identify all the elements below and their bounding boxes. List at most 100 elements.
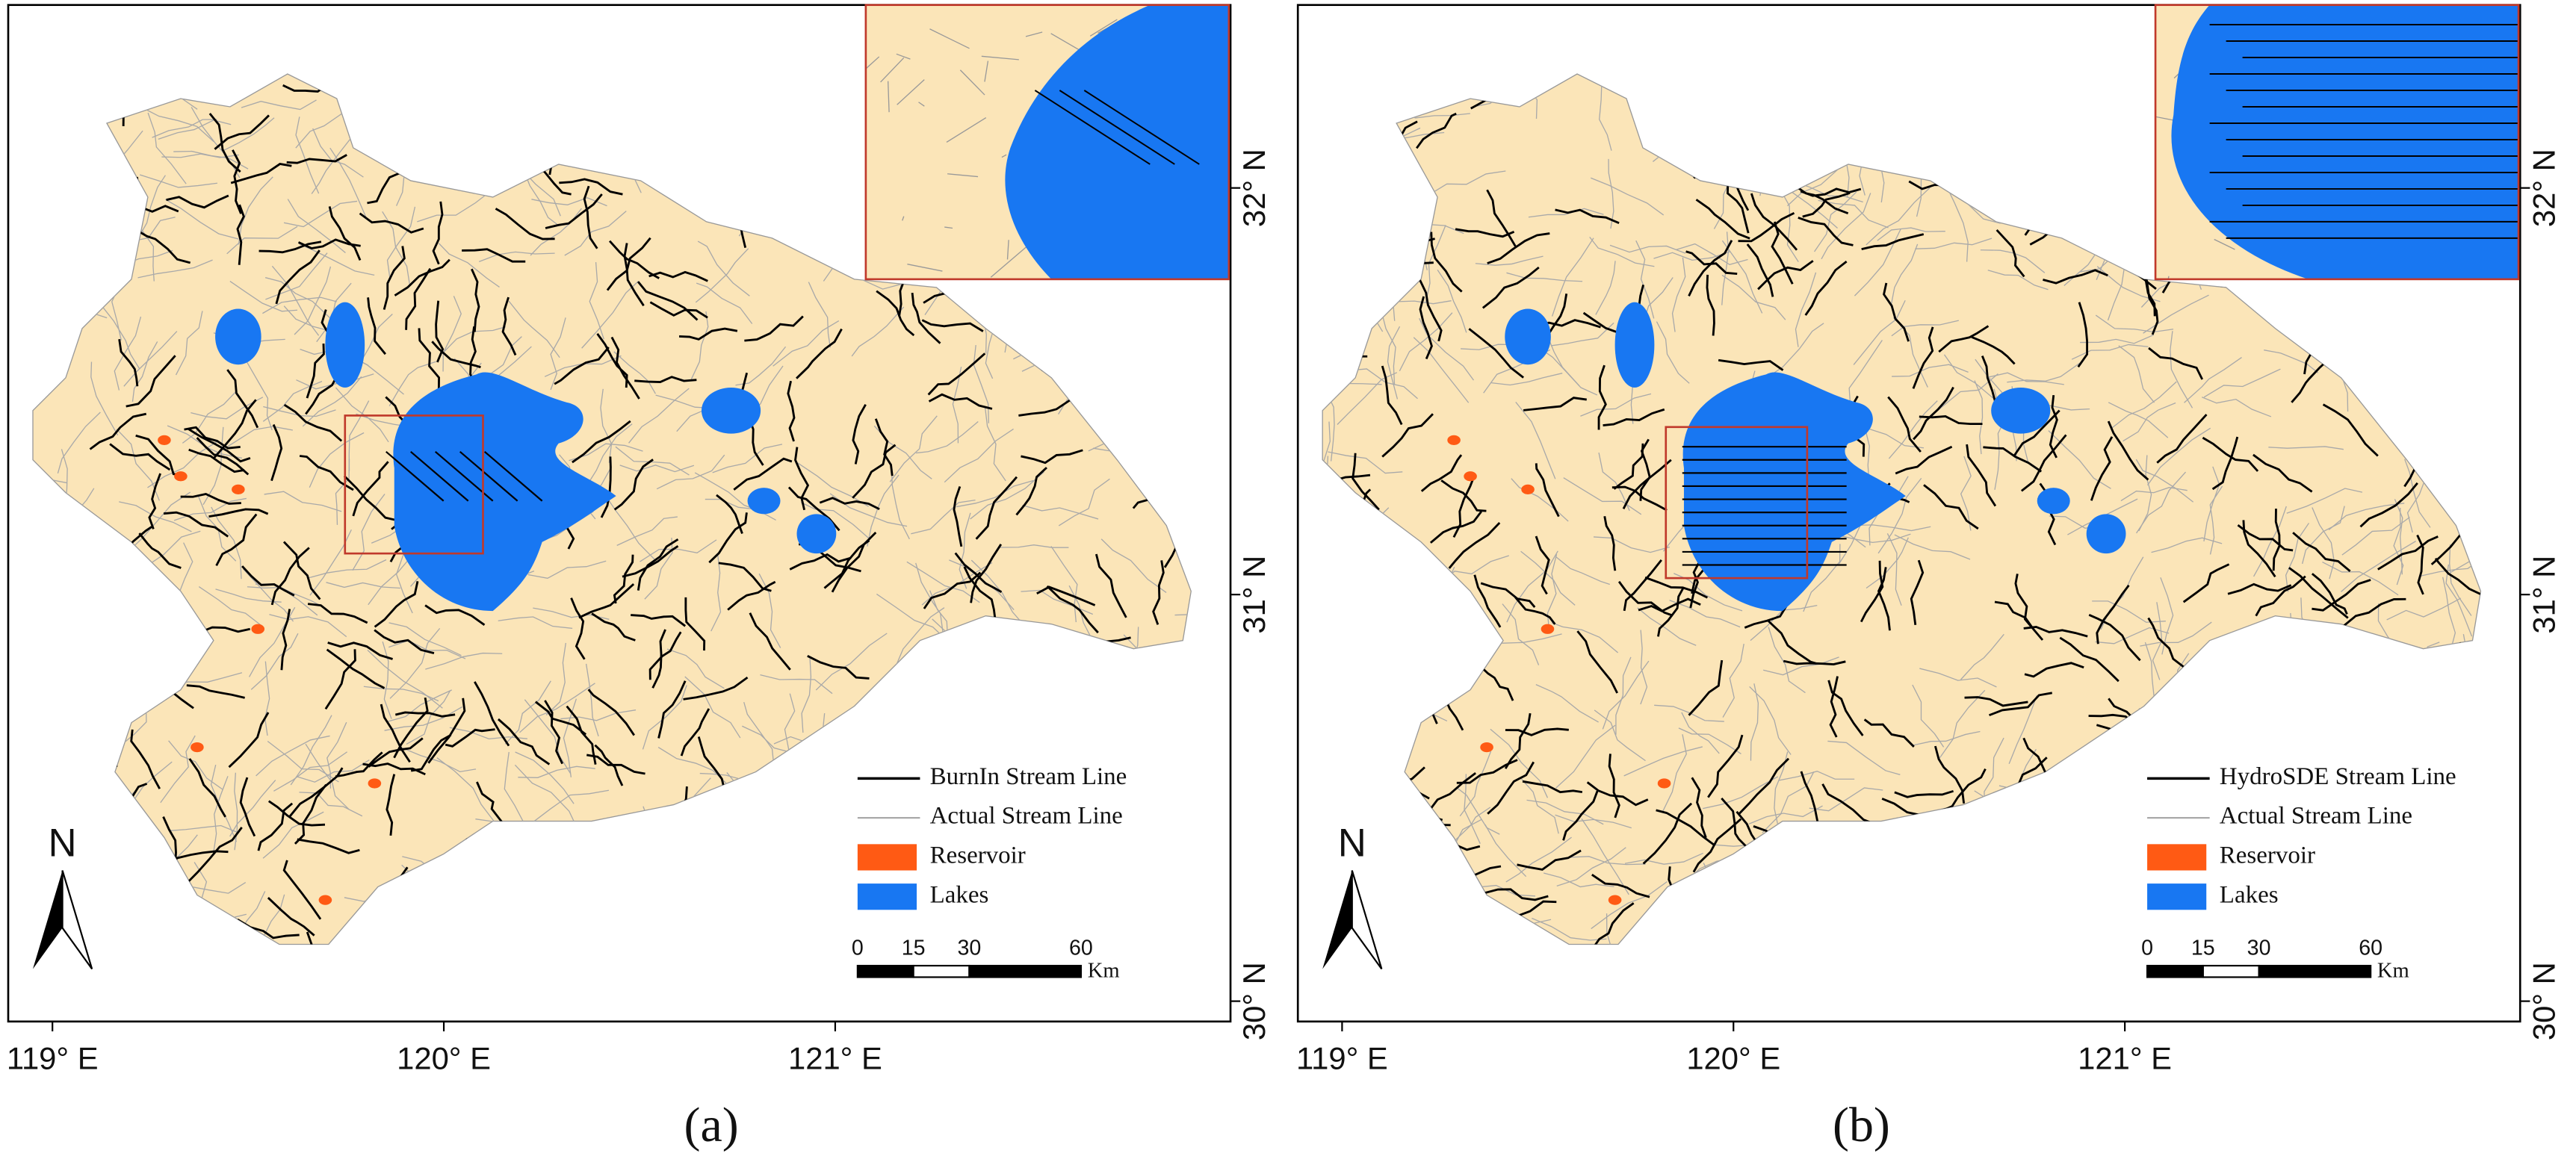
model-stream <box>1966 444 1997 507</box>
model-stream <box>2211 436 2239 491</box>
model-stream <box>2077 302 2089 368</box>
actual-stream <box>2008 695 2037 765</box>
model-stream <box>789 553 852 571</box>
model-stream <box>606 237 651 291</box>
model-stream <box>572 420 631 464</box>
actual-stream <box>1919 668 1997 688</box>
actual-stream <box>335 459 350 525</box>
actual-stream <box>198 586 264 627</box>
model-stream <box>1152 560 1165 625</box>
actual-stream <box>973 344 990 423</box>
actual-stream <box>1532 917 1607 941</box>
actual-stream <box>169 824 238 833</box>
actual-stream <box>175 311 203 376</box>
actual-stream <box>1399 312 1453 372</box>
actual-stream <box>290 715 332 786</box>
model-stream <box>1448 522 1501 569</box>
model-stream <box>241 565 295 597</box>
actual-stream <box>1892 364 1969 377</box>
actual-stream <box>1721 232 1730 305</box>
model-stream <box>927 352 986 396</box>
inset-lake <box>1005 4 1229 279</box>
model-stream <box>876 290 915 337</box>
lake <box>701 388 761 434</box>
model-stream <box>432 201 444 265</box>
model-stream <box>1883 282 1910 342</box>
model-stream <box>2288 567 2349 619</box>
actual-stream <box>656 454 725 490</box>
model-stream <box>267 896 315 937</box>
model-stream <box>819 497 880 511</box>
model-stream <box>1910 559 1925 625</box>
actual-stream <box>436 757 495 823</box>
model-stream <box>2147 617 2185 668</box>
legend-label: Lakes <box>2220 881 2279 908</box>
model-stream <box>1691 777 1707 839</box>
scale-label: 30 <box>2247 937 2271 960</box>
model-stream <box>587 689 635 736</box>
model-stream <box>2088 614 2141 662</box>
actual-stream <box>616 516 678 546</box>
stream-segment <box>410 450 469 502</box>
model-stream <box>807 655 870 680</box>
panel-caption: (b) <box>1833 1098 1890 1152</box>
actual-stream <box>1021 589 1094 615</box>
lake <box>1614 302 1655 388</box>
zoom-box <box>1665 426 1809 580</box>
reservoir <box>174 471 188 482</box>
model-stream <box>374 580 419 628</box>
model-stream <box>2090 436 2114 501</box>
actual-stream <box>1551 237 1594 317</box>
actual-stream <box>2203 368 2281 398</box>
reservoir <box>232 484 245 494</box>
actual-stream <box>1721 274 1786 320</box>
model-stream <box>975 476 1018 540</box>
model-stream <box>1996 229 2025 278</box>
actual-stream <box>388 622 462 656</box>
actual-stream <box>265 252 328 300</box>
legend-label: Actual Stream Line <box>2220 803 2412 830</box>
inset-stream <box>897 79 925 105</box>
actual-stream <box>382 642 392 719</box>
model-stream <box>1455 228 1515 238</box>
actual-stream <box>564 211 627 256</box>
model-stream <box>1036 586 1096 606</box>
actual-stream <box>560 709 637 721</box>
actual-stream <box>585 663 599 737</box>
model-stream <box>306 344 325 399</box>
actual-stream <box>515 751 575 804</box>
model-stream <box>1794 184 1849 215</box>
model-stream <box>559 178 623 196</box>
actual-stream <box>2404 459 2431 528</box>
model-stream <box>184 426 241 450</box>
model-stream <box>1381 365 1403 426</box>
actual-stream <box>226 226 298 255</box>
actual-stream <box>1853 299 1906 365</box>
actual-stream <box>527 560 607 580</box>
model-stream <box>1989 692 2052 717</box>
actual-stream <box>1763 656 1839 676</box>
actual-stream <box>478 251 555 262</box>
y-tick-label: 31° N <box>2526 556 2561 634</box>
model-stream <box>613 554 634 604</box>
model-stream <box>953 485 963 547</box>
actual-stream <box>229 280 298 312</box>
model-stream <box>307 603 368 624</box>
model-stream <box>1613 443 1644 490</box>
actual-stream <box>684 676 741 739</box>
model-stream <box>431 341 481 369</box>
model-stream <box>921 319 984 332</box>
model-stream <box>1861 233 1925 251</box>
model-stream <box>2434 557 2481 596</box>
model-stream <box>267 800 326 827</box>
actual-stream <box>1550 322 1614 347</box>
actual-stream <box>1809 787 1883 812</box>
model-stream <box>2322 403 2379 457</box>
actual-stream <box>1827 740 1901 775</box>
actual-stream <box>2268 446 2344 450</box>
actual-stream <box>1662 734 1687 812</box>
actual-stream <box>1987 270 2049 291</box>
actual-stream <box>139 174 218 188</box>
actual-stream <box>1599 80 1612 151</box>
actual-stream <box>508 300 560 358</box>
